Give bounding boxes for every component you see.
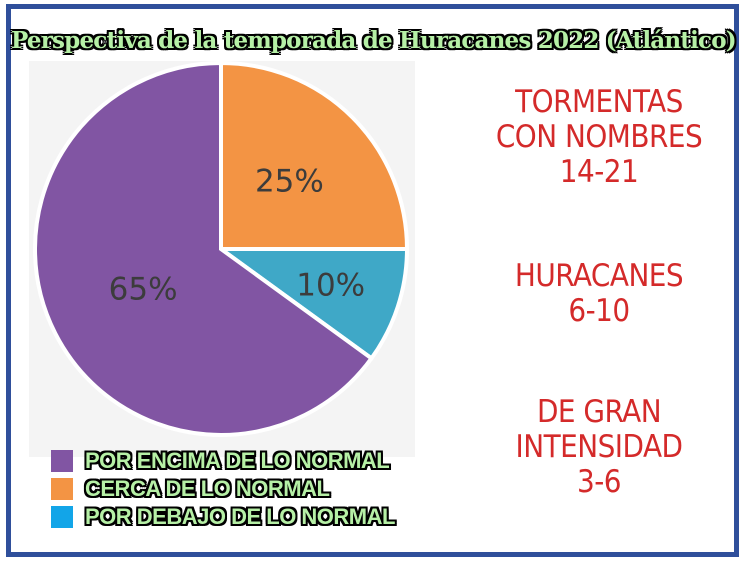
legend-item-above-normal: POR ENCIMA DE LO NORMAL: [51, 447, 395, 475]
pie-slice-near-normal: [219, 61, 410, 251]
stat-hurricanes-range: 6-10: [568, 293, 630, 329]
legend-item-below-normal: POR DEBAJO DE LO NORMAL: [51, 503, 395, 531]
legend-swatch-below-normal: [51, 506, 73, 528]
stat-named-storms-line-1: TORMENTAS: [515, 84, 683, 120]
stat-hurricanes: HURACANES 6-10: [449, 259, 745, 329]
stat-named-storms-range: 14-21: [559, 154, 639, 190]
pie-chart: 25% 10% 65%: [33, 61, 410, 437]
stat-major-range: 3-6: [576, 464, 622, 500]
chart-title: Perspectiva de la temporada de Huracanes…: [11, 27, 737, 54]
stat-major-hurricanes: DE GRAN INTENSIDAD 3-6: [449, 395, 745, 500]
legend-label-near-normal: CERCA DE LO NORMAL: [85, 476, 330, 501]
pie-label-below-normal: 10%: [296, 268, 365, 304]
stat-major-line-2: INTENSIDAD: [515, 429, 684, 465]
stat-major-line-1: DE GRAN: [536, 394, 662, 430]
stat-named-storms: TORMENTAS CON NOMBRES 14-21: [449, 85, 745, 190]
legend-item-near-normal: CERCA DE LO NORMAL: [51, 475, 395, 503]
pie-panel: 25% 10% 65%: [29, 61, 415, 457]
pie-slice-below-normal: [214, 247, 410, 362]
stat-hurricanes-line-1: HURACANES: [514, 258, 684, 294]
pie-label-near-normal: 25%: [255, 164, 324, 200]
legend-label-above-normal: POR ENCIMA DE LO NORMAL: [85, 448, 390, 473]
legend-label-below-normal: POR DEBAJO DE LO NORMAL: [85, 504, 395, 529]
legend-swatch-near-normal: [51, 478, 73, 500]
stat-named-storms-line-2: CON NOMBRES: [495, 119, 703, 155]
legend-swatch-above-normal: [51, 450, 73, 472]
legend: POR ENCIMA DE LO NORMAL CERCA DE LO NORM…: [51, 447, 395, 531]
infographic-frame: Perspectiva de la temporada de Huracanes…: [6, 4, 739, 557]
pie-label-above-normal: 65%: [109, 272, 178, 308]
pie-slice-above-normal: [33, 61, 375, 437]
